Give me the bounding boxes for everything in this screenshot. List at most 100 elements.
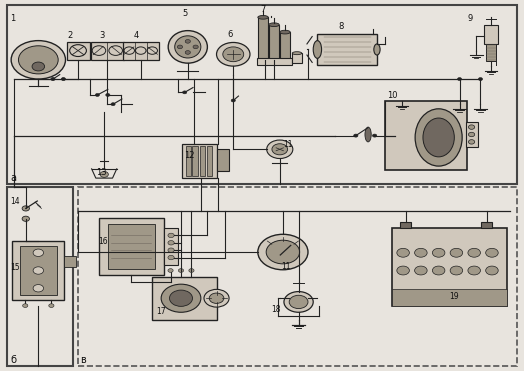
Polygon shape [192,146,198,176]
Circle shape [177,45,182,49]
Circle shape [397,248,409,257]
Polygon shape [318,34,377,65]
Circle shape [168,269,173,272]
Text: 19: 19 [449,292,458,301]
Ellipse shape [413,106,464,168]
Circle shape [289,295,308,309]
Circle shape [223,47,244,62]
Circle shape [33,267,43,274]
Circle shape [185,50,190,54]
Circle shape [397,266,409,275]
Text: 7: 7 [260,5,265,14]
Ellipse shape [423,118,454,157]
Circle shape [272,144,288,155]
Circle shape [478,78,483,81]
Circle shape [95,93,100,96]
Circle shape [468,132,475,137]
Text: 17: 17 [157,306,166,316]
Circle shape [111,103,115,106]
Polygon shape [269,25,279,60]
Polygon shape [482,222,492,228]
Ellipse shape [269,23,279,27]
Text: 9: 9 [467,14,473,23]
Circle shape [457,78,462,81]
Circle shape [161,284,201,312]
Circle shape [178,269,183,272]
Ellipse shape [292,52,302,55]
Ellipse shape [374,44,380,55]
Circle shape [22,206,29,211]
Circle shape [354,134,358,137]
Ellipse shape [313,40,322,58]
Ellipse shape [168,31,208,63]
Circle shape [468,125,475,129]
Circle shape [414,248,427,257]
Circle shape [189,269,194,272]
Circle shape [468,266,481,275]
Polygon shape [123,42,159,60]
Circle shape [231,99,235,102]
Text: 4: 4 [134,31,139,40]
Text: 5: 5 [182,9,188,18]
Circle shape [468,139,475,144]
Circle shape [168,248,174,252]
Circle shape [258,234,308,270]
Circle shape [266,240,300,264]
Polygon shape [78,187,517,366]
Circle shape [486,266,498,275]
Circle shape [432,248,445,257]
Circle shape [11,40,66,79]
Polygon shape [185,146,191,176]
Circle shape [100,171,108,177]
Polygon shape [292,53,302,63]
Circle shape [216,42,250,66]
Polygon shape [206,146,212,176]
Text: 8: 8 [339,22,344,31]
Circle shape [22,216,29,221]
Polygon shape [385,101,467,170]
Circle shape [23,304,28,308]
Circle shape [168,233,174,237]
Circle shape [284,292,313,312]
Text: 10: 10 [387,92,398,101]
Polygon shape [486,44,496,61]
Circle shape [182,91,187,94]
Text: в: в [80,355,86,365]
Polygon shape [64,256,76,267]
Polygon shape [108,224,155,269]
Text: 15: 15 [10,263,20,272]
Circle shape [49,304,54,308]
Polygon shape [466,122,478,147]
Text: 12: 12 [183,151,194,160]
Polygon shape [152,277,216,320]
Polygon shape [7,187,73,366]
Circle shape [51,78,55,81]
Text: а: а [10,173,16,183]
Circle shape [185,39,190,43]
Circle shape [432,266,445,275]
Text: 3: 3 [99,31,104,40]
Polygon shape [368,120,385,149]
Polygon shape [20,246,57,295]
Ellipse shape [258,16,268,19]
Circle shape [18,46,58,74]
Polygon shape [400,222,411,228]
Circle shape [169,290,192,306]
Polygon shape [91,42,124,60]
Ellipse shape [365,127,371,142]
Text: б: б [10,355,16,365]
Circle shape [468,248,481,257]
Circle shape [106,93,110,96]
Polygon shape [280,32,290,60]
Polygon shape [391,228,507,306]
Polygon shape [181,144,217,178]
Text: 13: 13 [96,168,106,177]
Circle shape [61,78,66,81]
Circle shape [204,289,229,307]
Polygon shape [217,148,228,171]
Text: 11: 11 [283,139,292,148]
Circle shape [373,134,377,137]
Circle shape [267,140,293,158]
Polygon shape [12,241,64,300]
Text: 6: 6 [227,30,232,39]
